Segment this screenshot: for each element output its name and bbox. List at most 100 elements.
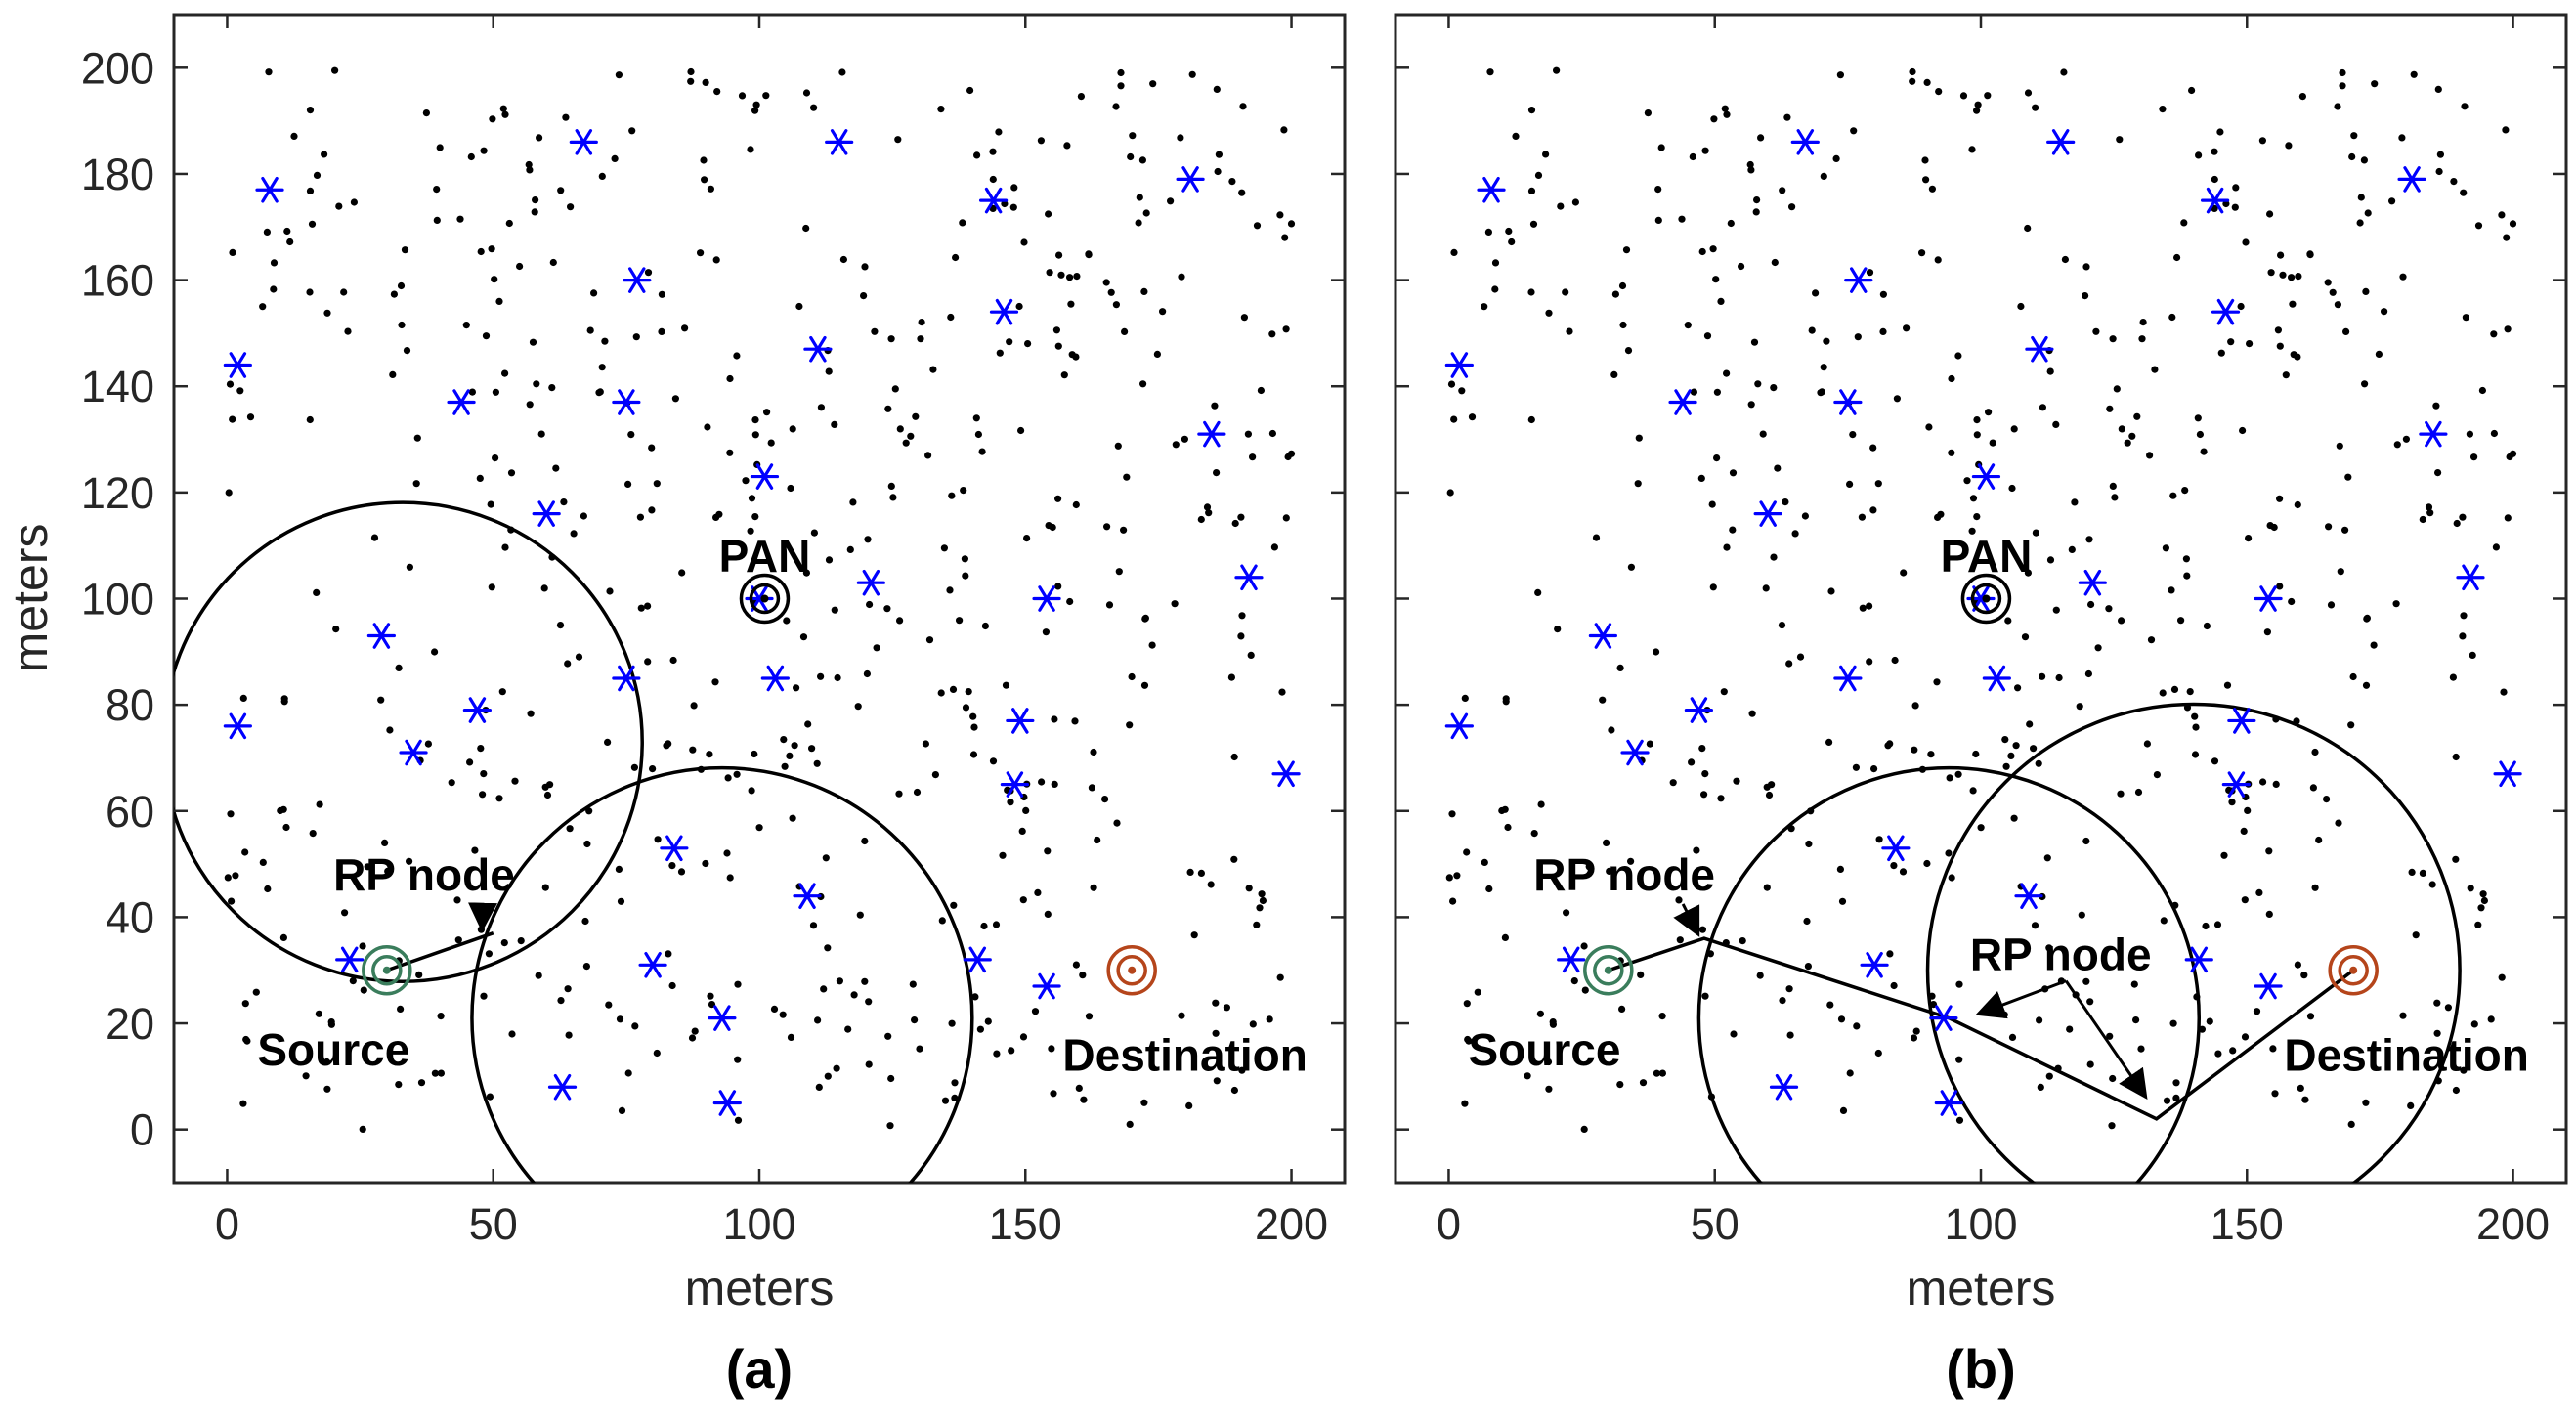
sensor-node [2046, 556, 2055, 564]
asterisk-stroke [1839, 389, 1857, 415]
anchor-node-asterisk [462, 697, 492, 723]
sensor-node [1627, 857, 1635, 865]
sensor-node [500, 939, 508, 947]
sensor-node [406, 857, 413, 865]
asterisk-stroke [1626, 739, 1644, 766]
pan-node [739, 573, 791, 625]
sensor-node [2172, 1094, 2180, 1101]
sensor-node [1268, 330, 1276, 338]
sensor-node [1281, 234, 1289, 241]
sensor-node [1140, 287, 1148, 295]
sensor-node [2504, 325, 2512, 333]
sensor-node [1879, 290, 1887, 298]
asterisk-stroke [1839, 665, 1857, 692]
sensor-node [264, 885, 272, 893]
sensor-node [2449, 673, 2457, 681]
sensor-node [1770, 553, 1778, 561]
anchor-node-asterisk [1588, 623, 1617, 649]
sensor-node [1282, 514, 1290, 522]
sensor-node [302, 1072, 310, 1080]
sensor-node [1785, 985, 1793, 993]
sensor-node [2269, 1045, 2277, 1053]
anchor-node-asterisk [1753, 500, 1782, 527]
destination-node-center [1128, 966, 1137, 974]
asterisk-stroke [1482, 176, 1500, 203]
sensor-node [2444, 1004, 2452, 1012]
sensor-node [1709, 245, 1717, 253]
sensor-node [2043, 854, 2051, 862]
sensor-node [315, 1010, 322, 1017]
sensor-node [2469, 651, 2476, 660]
sensor-node [2244, 806, 2252, 815]
sensor-node [627, 431, 635, 439]
sensor-node [2237, 302, 2245, 311]
sensor-node [1866, 658, 1873, 666]
sensor-node [1276, 973, 1284, 981]
sensor-node [887, 482, 895, 490]
sensor-node [1684, 322, 1692, 329]
sensor-node [2229, 1047, 2237, 1055]
sensor-node [1121, 327, 1129, 335]
sensor-node [225, 489, 233, 497]
sensor-node [2315, 836, 2323, 844]
sensor-node [2159, 106, 2167, 113]
sensor-node [1989, 439, 1996, 447]
sensor-node [808, 745, 816, 753]
sensor-node [2490, 330, 2498, 338]
sensor-node [2024, 224, 2032, 233]
sensor-node [364, 863, 371, 871]
sensor-node [532, 196, 539, 204]
sensor-node [1114, 442, 1122, 450]
asterisk-stroke [1038, 972, 1055, 1000]
sensor-node [1276, 211, 1284, 219]
sensor-node [2370, 641, 2378, 649]
sensor-node [1934, 513, 1942, 522]
sensor-node [1484, 228, 1492, 236]
sensor-node [1230, 855, 1238, 863]
sensor-node [2039, 404, 2046, 411]
sensor-node [1627, 563, 1635, 571]
sensor-node [1712, 276, 1720, 283]
sensor-node [2419, 515, 2426, 524]
sensor-node [598, 172, 606, 180]
sensor-node [224, 874, 232, 882]
anchor-node-asterisk [1006, 708, 1035, 734]
sensor-node [2211, 757, 2219, 765]
sensor-node [581, 917, 589, 926]
sensor-node [1185, 1101, 1193, 1109]
sensor-node [1212, 1029, 1220, 1037]
destination-node-inner-ring [1116, 954, 1147, 986]
anchor-node-asterisk [1844, 267, 1873, 293]
sensor-node [1024, 340, 1032, 348]
sensor-node [492, 454, 499, 462]
sensor-node [2172, 1079, 2180, 1087]
sensor-node [1837, 1015, 1846, 1023]
source-node [362, 944, 412, 996]
asterisk-stroke [405, 739, 422, 766]
sensor-node [2474, 921, 2482, 928]
sensor-node [1771, 258, 1779, 267]
sensor-node [2228, 799, 2236, 806]
sensor-node [1542, 151, 1550, 158]
sensor-node [1858, 513, 1866, 521]
asterisk-stroke [1674, 389, 1692, 415]
asterisk-stroke [553, 1073, 572, 1101]
sensor-node [2480, 896, 2488, 905]
sensor-node [1022, 806, 1030, 815]
sensor-node [1115, 568, 1123, 576]
sensor-node [949, 685, 958, 694]
sensor-node [1534, 171, 1543, 179]
sensor-node [687, 77, 695, 85]
x-tick-label: 150 [2211, 1199, 2284, 1249]
sensor-node [241, 1000, 249, 1008]
sensor-node [1034, 888, 1042, 897]
sensor-node [1852, 763, 1860, 771]
sensor-node [2191, 712, 2199, 720]
sensor-node [1870, 765, 1878, 773]
sensor-node [1675, 896, 1683, 904]
sensor-node [2010, 814, 2018, 822]
sensor-node [2337, 568, 2344, 576]
sensor-node [2294, 500, 2301, 509]
sensor-node [327, 1018, 335, 1026]
asterisk-stroke [755, 463, 774, 490]
